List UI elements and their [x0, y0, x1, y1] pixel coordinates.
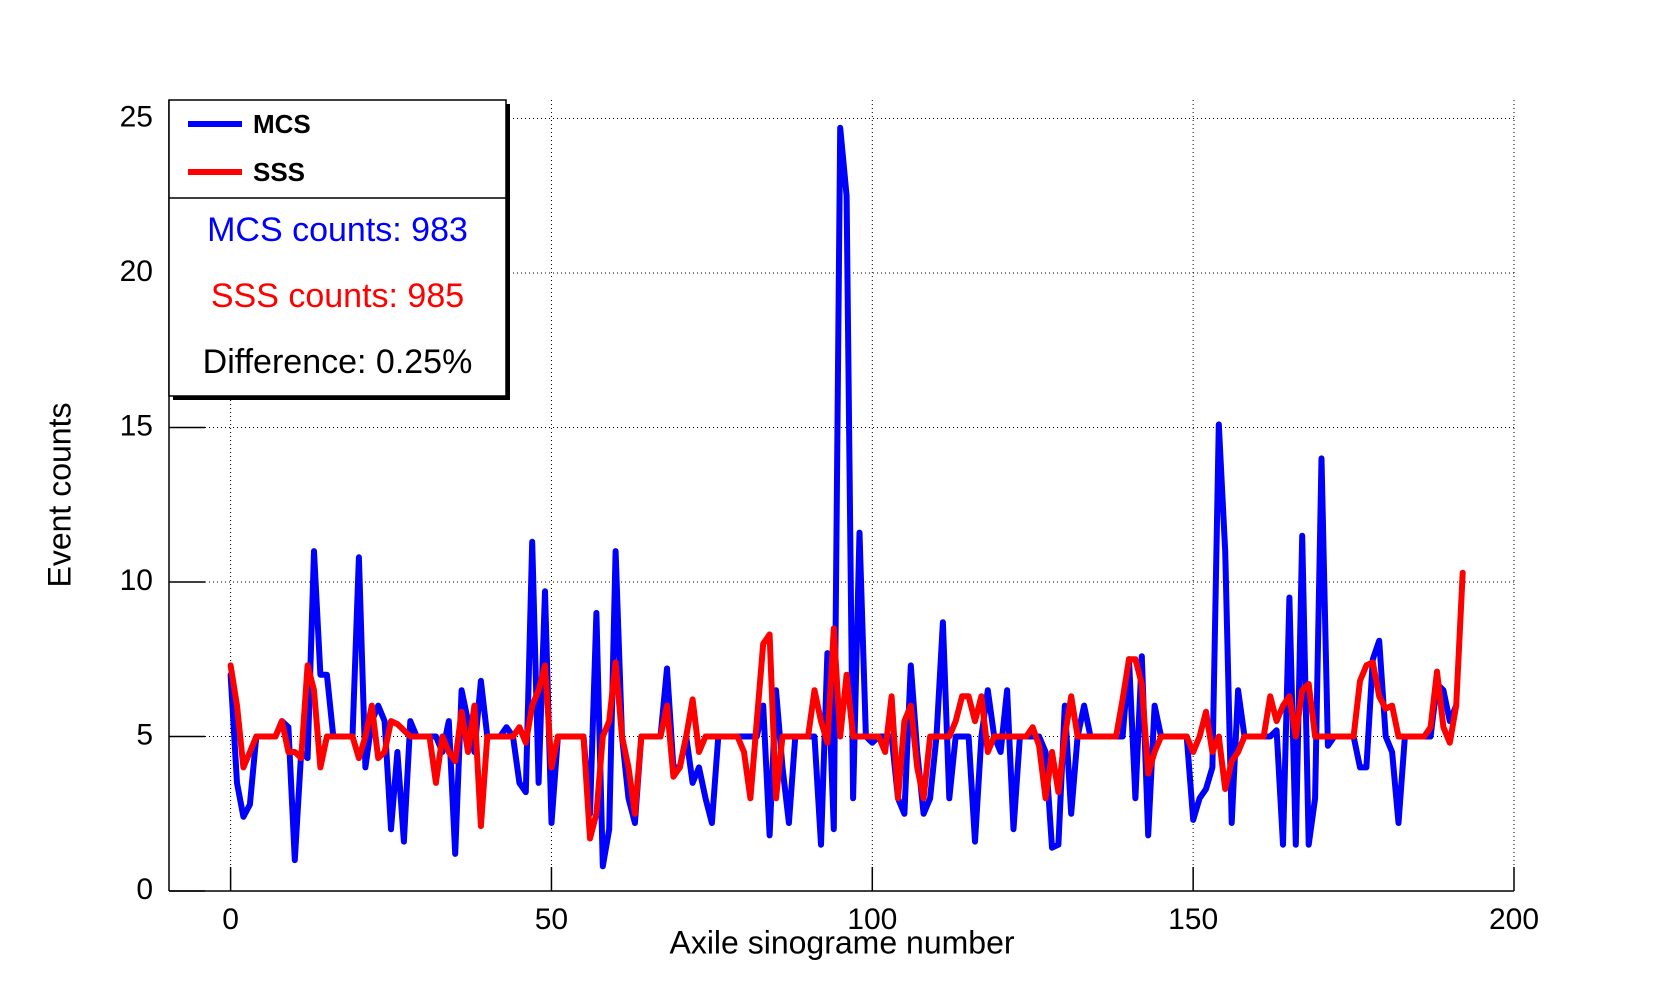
y-tick-label: 15 [120, 409, 153, 442]
x-tick-label: 0 [222, 903, 239, 936]
y-tick-label: 10 [120, 564, 153, 597]
x-axis-title: Axile sinograme number [669, 924, 1014, 960]
x-tick-label: 100 [847, 903, 897, 936]
x-tick-label: 50 [535, 903, 568, 936]
y-axis-title: Event counts [41, 403, 77, 588]
x-tick-label: 200 [1489, 903, 1539, 936]
y-tick-label: 0 [136, 873, 153, 906]
y-tick-label: 20 [120, 255, 153, 288]
legend-label: MCS [253, 109, 311, 139]
series-line [227, 569, 1466, 842]
x-tick-label: 150 [1168, 903, 1218, 936]
y-tick-label: 25 [120, 100, 153, 133]
legend-label: SSS [253, 157, 305, 187]
annotation: Difference: 0.25% [203, 343, 473, 381]
y-tick-label: 5 [136, 718, 153, 751]
legend-box [168, 99, 507, 397]
annotation: MCS counts: 983 [207, 211, 468, 249]
annotation: SSS counts: 985 [211, 277, 464, 315]
